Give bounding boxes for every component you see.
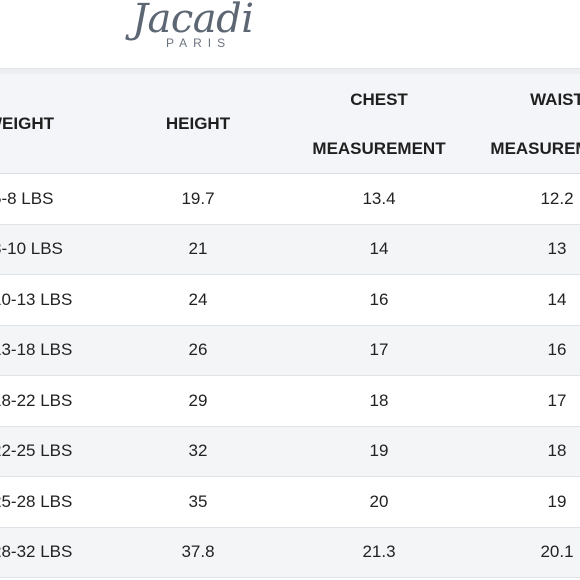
column-header-height: HEIGHT (110, 74, 286, 174)
site-header: Jacadi PARIS (0, 0, 580, 68)
table-row: 8-10 LBS 21 14 13 (0, 224, 580, 275)
cell-height: 21 (110, 224, 286, 275)
table-row: 5-8 LBS 19.7 13.4 12.2 (0, 173, 580, 225)
cell-chest: 19 (286, 426, 472, 477)
cell-waist: 17 (472, 375, 580, 427)
column-header-chest-line1: CHEST (350, 89, 408, 109)
size-chart-table: WEIGHT HEIGHT CHEST MEASUREMENT WAIST ME… (0, 74, 580, 578)
logo-wordmark: Jacadi (132, 0, 254, 42)
column-header-waist-line2: MEASUREMENT (490, 138, 580, 158)
cell-waist: 19 (472, 476, 580, 528)
cell-waist: 13 (472, 224, 580, 275)
cell-weight: 5-8 LBS (0, 173, 110, 225)
table-row: 18-22 LBS 29 18 17 (0, 375, 580, 427)
cell-weight: 28-32 LBS (0, 527, 110, 578)
cell-chest: 20 (286, 476, 472, 528)
cell-chest: 21.3 (286, 527, 472, 578)
size-table-body: 5-8 LBS 19.7 13.4 12.2 8-10 LBS 21 14 13… (0, 173, 580, 578)
cell-height: 32 (110, 426, 286, 477)
cell-waist: 20.1 (472, 527, 580, 578)
cell-weight: 8-10 LBS (0, 224, 110, 275)
cell-chest: 18 (286, 375, 472, 427)
cell-height: 29 (110, 375, 286, 427)
cell-waist: 18 (472, 426, 580, 477)
cell-waist: 12.2 (472, 173, 580, 225)
jacadi-logo[interactable]: Jacadi PARIS (132, 0, 256, 54)
cell-weight: 13-18 LBS (0, 325, 110, 376)
header-divider (0, 68, 580, 75)
cell-waist: 16 (472, 325, 580, 376)
table-header-row: WEIGHT HEIGHT CHEST MEASUREMENT WAIST ME… (0, 74, 580, 174)
logo-subtitle: PARIS (166, 36, 232, 50)
cell-waist: 14 (472, 274, 580, 326)
column-header-waist-line1: WAIST (530, 89, 580, 109)
cell-height: 19.7 (110, 173, 286, 225)
table-row: 25-28 LBS 35 20 19 (0, 476, 580, 528)
size-table-viewport: WEIGHT HEIGHT CHEST MEASUREMENT WAIST ME… (0, 74, 580, 580)
table-row: 22-25 LBS 32 19 18 (0, 426, 580, 477)
column-header-chest: CHEST MEASUREMENT (286, 74, 472, 174)
cell-height: 26 (110, 325, 286, 376)
cell-chest: 16 (286, 274, 472, 326)
cell-weight: 25-28 LBS (0, 476, 110, 528)
table-row: 13-18 LBS 26 17 16 (0, 325, 580, 376)
column-header-weight: WEIGHT (0, 74, 110, 174)
cell-chest: 14 (286, 224, 472, 275)
table-row: 10-13 LBS 24 16 14 (0, 274, 580, 326)
cell-weight: 18-22 LBS (0, 375, 110, 427)
cell-weight: 10-13 LBS (0, 274, 110, 326)
cell-chest: 17 (286, 325, 472, 376)
cell-chest: 13.4 (286, 173, 472, 225)
cell-height: 24 (110, 274, 286, 326)
cell-weight: 22-25 LBS (0, 426, 110, 477)
cell-height: 35 (110, 476, 286, 528)
column-header-chest-line2: MEASUREMENT (312, 138, 446, 158)
cell-height: 37.8 (110, 527, 286, 578)
column-header-waist: WAIST MEASUREMENT (472, 74, 580, 174)
table-row: 28-32 LBS 37.8 21.3 20.1 (0, 527, 580, 578)
